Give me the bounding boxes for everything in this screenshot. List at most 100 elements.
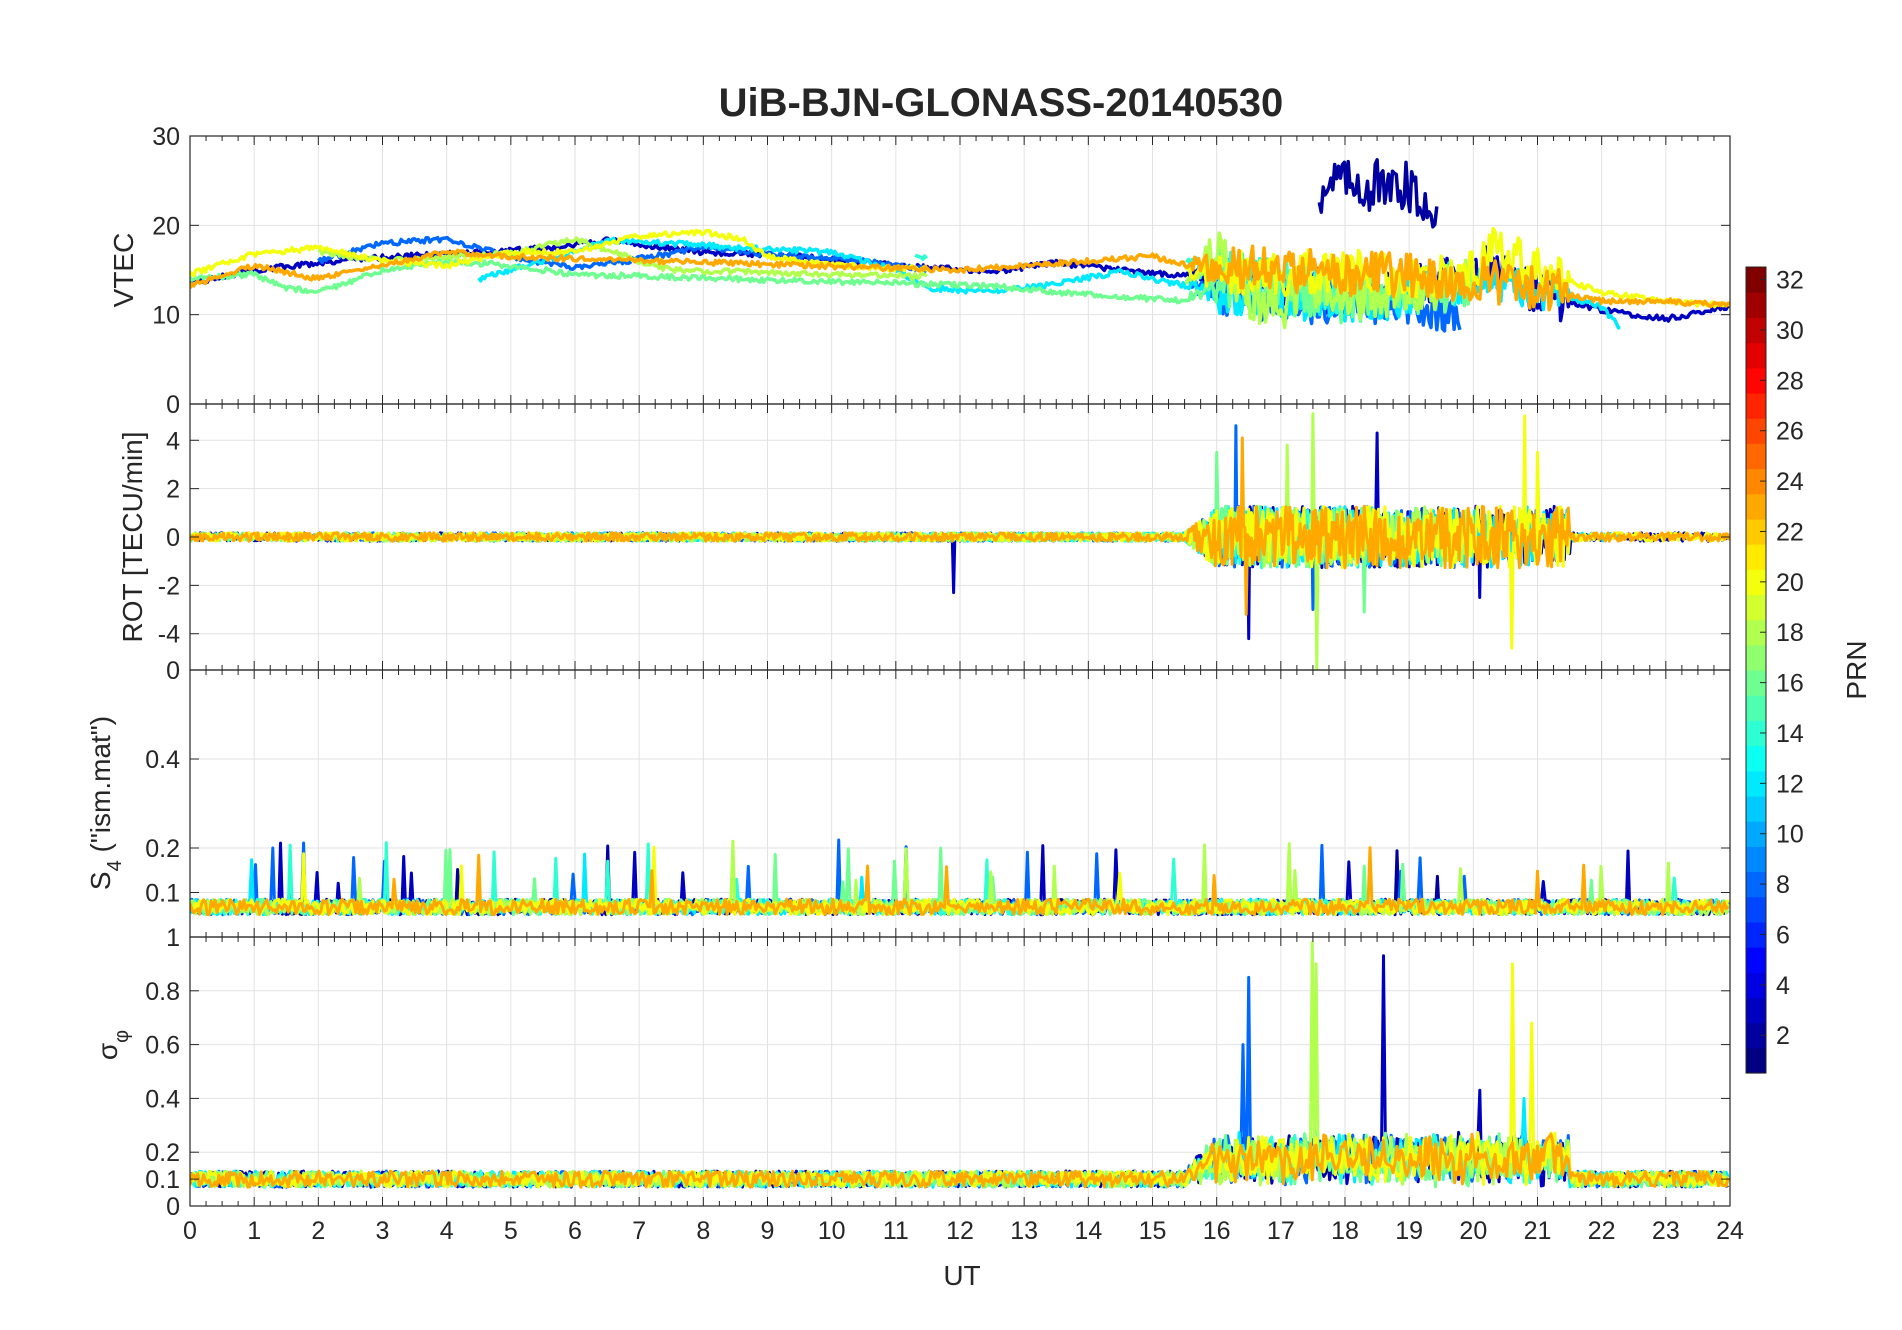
rot-panel: -4 -2 0 2 4 bbox=[158, 403, 1731, 671]
colorbar-swatch bbox=[1746, 392, 1766, 419]
colorbar-swatch bbox=[1746, 619, 1766, 646]
colorbar-swatch bbox=[1746, 292, 1766, 318]
colorbar-tick-label: 8 bbox=[1776, 871, 1790, 899]
colorbar-tick-label: 12 bbox=[1776, 770, 1804, 798]
colorbar-swatch bbox=[1746, 821, 1766, 847]
x-tick-label: 12 bbox=[946, 1217, 974, 1245]
colorbar-border bbox=[1745, 266, 1767, 1074]
vtec-series-prn-2 bbox=[1317, 158, 1439, 229]
colorbar-swatch bbox=[1746, 795, 1766, 822]
x-tick-label: 0 bbox=[183, 1217, 197, 1245]
colorbar-swatch bbox=[1746, 493, 1766, 520]
colorbar-tick-label: 14 bbox=[1776, 720, 1804, 748]
y-tick-label: 0.6 bbox=[145, 1032, 180, 1060]
y-tick-label: 0.1 bbox=[145, 1166, 180, 1194]
x-tick-label: 23 bbox=[1652, 1217, 1680, 1245]
colorbar-swatch bbox=[1746, 317, 1766, 344]
colorbar-swatch bbox=[1746, 871, 1766, 898]
colorbar-swatch bbox=[1746, 1047, 1766, 1074]
y-tick-label: 2 bbox=[166, 476, 180, 504]
y-axis-label-sigma: σφ bbox=[92, 1030, 133, 1060]
x-tick-label: 3 bbox=[376, 1217, 390, 1245]
colorbar-swatch bbox=[1746, 544, 1766, 570]
colorbar-tick-label: 28 bbox=[1776, 367, 1804, 395]
x-tick-label: 8 bbox=[696, 1217, 710, 1245]
x-tick-label: 6 bbox=[568, 1217, 582, 1245]
colorbar-swatch bbox=[1746, 518, 1766, 545]
x-tick-label: 2 bbox=[311, 1217, 325, 1245]
colorbar-swatch bbox=[1746, 443, 1766, 470]
y-tick-label: 20 bbox=[152, 212, 180, 240]
vtec-series-prn-20 bbox=[190, 228, 929, 278]
y-tick-label: 0 bbox=[166, 657, 180, 685]
y-tick-label: -4 bbox=[158, 621, 180, 649]
colorbar-tick-label: 16 bbox=[1776, 670, 1804, 698]
y-tick-label: 0 bbox=[166, 1193, 180, 1221]
colorbar-swatch bbox=[1746, 468, 1766, 495]
colorbar-swatch bbox=[1746, 594, 1766, 621]
sigma-series-group bbox=[190, 940, 1730, 1189]
colorbar-tick-label: 26 bbox=[1776, 418, 1804, 446]
x-axis-label: UT bbox=[943, 1260, 980, 1291]
colorbar-tick-label: 10 bbox=[1776, 821, 1804, 849]
colorbar-swatch bbox=[1746, 342, 1766, 369]
x-tick-label: 18 bbox=[1331, 1217, 1359, 1245]
s4-panel: 0.1 0.2 0.4 0 bbox=[145, 657, 1731, 938]
chart-title: UiB-BJN-GLONASS-20140530 bbox=[719, 81, 1284, 125]
s4-series-group bbox=[190, 838, 1730, 917]
x-tick-label: 20 bbox=[1459, 1217, 1487, 1245]
s4-series-prn-23 bbox=[190, 846, 1730, 917]
y-axis-label-vtec: VTEC bbox=[108, 233, 139, 308]
vtec-series-group bbox=[190, 158, 1730, 333]
colorbar-swatch bbox=[1746, 745, 1766, 772]
y-axis-label-s4: S4 ("ism.mat") bbox=[85, 716, 126, 890]
colorbar-swatch bbox=[1746, 569, 1766, 596]
x-tick-label: 21 bbox=[1524, 1217, 1552, 1245]
y-tick-label: 0.4 bbox=[145, 1085, 180, 1113]
panel-border bbox=[189, 936, 1731, 1207]
colorbar-tick-label: 30 bbox=[1776, 317, 1804, 345]
colorbar-swatch bbox=[1746, 846, 1766, 873]
x-tick-label: 5 bbox=[504, 1217, 518, 1245]
colorbar-swatch bbox=[1746, 770, 1766, 797]
vtec-series-prn-8 bbox=[317, 235, 928, 274]
vtec-series-prn-14 bbox=[914, 253, 928, 261]
x-tick-label: 1 bbox=[247, 1217, 261, 1245]
y-tick-label: 0.4 bbox=[145, 746, 180, 774]
x-tick-label: 24 bbox=[1716, 1217, 1744, 1245]
rot-series-prn-23 bbox=[190, 436, 1730, 616]
colorbar-tick-label: 4 bbox=[1776, 972, 1790, 1000]
x-tick-label: 10 bbox=[818, 1217, 846, 1245]
x-tick-label: 22 bbox=[1588, 1217, 1616, 1245]
y-axis-label-rot: ROT [TECU/min] bbox=[117, 431, 148, 642]
y-tick-label: 0 bbox=[166, 391, 180, 419]
sigma-series-prn-23 bbox=[190, 1132, 1730, 1189]
y-tick-label: 4 bbox=[166, 427, 180, 455]
x-tick-label: 15 bbox=[1139, 1217, 1167, 1245]
x-tick-label: 11 bbox=[883, 1217, 909, 1245]
vtec-series-prn-23 bbox=[190, 244, 1730, 312]
colorbar-swatch bbox=[1746, 720, 1766, 747]
x-tick-label: 9 bbox=[761, 1217, 775, 1245]
y-tick-label: 30 bbox=[152, 123, 180, 151]
y-tick-label: 10 bbox=[152, 302, 180, 330]
x-tick-label: 4 bbox=[440, 1217, 454, 1245]
colorbar-swatch bbox=[1746, 418, 1766, 444]
sigma-panel: 00.10.20.40.60.810 1 2 3 4 5 6 7 8 9 10 11 12 13 14 15 1… bbox=[145, 924, 1744, 1245]
colorbar-tick-label: 6 bbox=[1776, 921, 1790, 949]
colorbar-swatch bbox=[1746, 947, 1766, 973]
y-tick-label: 0.1 bbox=[145, 880, 180, 908]
colorbar-swatch bbox=[1746, 896, 1766, 923]
colorbar-swatch bbox=[1746, 644, 1766, 671]
y-tick-label: 0.8 bbox=[145, 978, 180, 1006]
x-tick-label: 14 bbox=[1074, 1217, 1102, 1245]
y-tick-label: 1 bbox=[166, 924, 180, 952]
colorbar-tick-label: 2 bbox=[1776, 1022, 1790, 1050]
colorbar-swatch bbox=[1746, 367, 1766, 394]
x-tick-label: 13 bbox=[1010, 1217, 1038, 1245]
colorbar-swatch bbox=[1746, 267, 1766, 293]
x-tick-label: 17 bbox=[1267, 1217, 1295, 1245]
y-tick-label: 0.2 bbox=[145, 835, 180, 863]
